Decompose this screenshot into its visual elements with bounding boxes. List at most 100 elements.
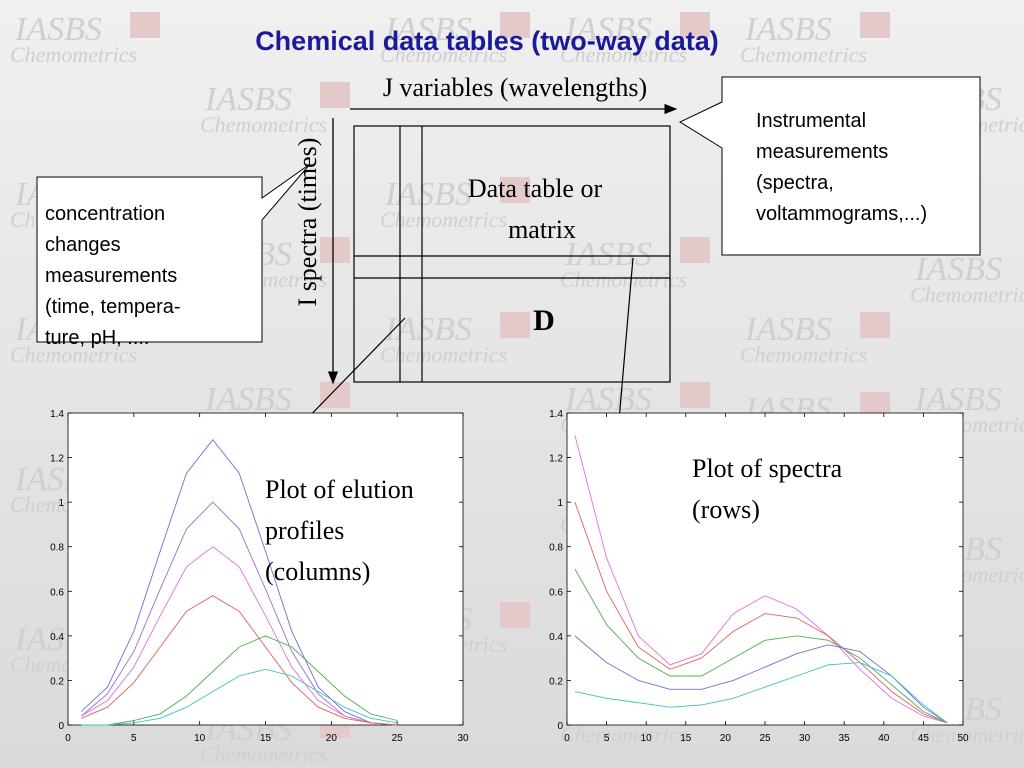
x-tick-label: 35 [839,733,851,744]
curve [81,668,398,726]
right-callout-text: measurements [756,141,888,163]
watermark-square [500,312,530,338]
x-tick-label: 15 [680,733,692,744]
watermark-sub: Chemometrics [200,112,327,137]
watermark-logo: IASBS [204,381,292,418]
right-callout-text: voltammograms,...) [756,203,927,225]
watermark-sub: Chemometrics [740,42,867,67]
watermark-logo: IASBS [384,311,472,348]
y-tick-label: 0.8 [50,543,64,554]
matrix-text: Data table or [468,174,603,203]
watermark-logo: IASBS [204,81,292,118]
watermark-logo: IASBS [564,236,652,273]
spectra-label: (rows) [692,495,760,524]
watermark-square [500,602,530,628]
left-callout-text: measurements [45,265,177,287]
x-tick-label: 0 [65,733,71,744]
watermark-sub: Chemometrics [560,267,687,292]
watermark-square [680,382,710,408]
left-callout-text: concentration [45,203,165,225]
watermark-square [860,312,890,338]
curve [80,438,398,726]
left-callout-text: (time, tempera- [45,296,181,318]
watermark-logo: IASBS [744,311,832,348]
watermark-sub: Chemometrics [740,342,867,367]
watermark-square [500,177,530,203]
plot-area [67,412,464,726]
watermark-square [130,12,160,38]
watermark-sub: Chemometrics [380,42,507,67]
watermark-sub: Chemometrics [560,722,687,747]
plot-area [566,412,964,726]
matrix [353,125,671,383]
plot: 0 5 10 15 20 25 30 0 0.2 0.4 0.6 0.8 1 1.2 1.4 [50,409,469,744]
i-label: I spectra (times) [293,138,322,307]
x-tick-label: 5 [131,733,137,744]
curve [81,595,398,726]
watermark-square [680,237,710,263]
curve [81,635,398,726]
watermark-square [500,12,530,38]
watermark-sub: Chemometrics [560,42,687,67]
curve [574,662,948,724]
y-tick-label: 0.8 [549,543,563,554]
y-tick-label: 1.2 [50,454,64,465]
watermark-square [860,12,890,38]
watermark-sub: Chemometrics [10,342,137,367]
watermark-square [320,382,350,408]
y-tick-label: 0.6 [549,587,563,598]
watermark-logo: IASBS [384,176,472,213]
y-tick-label: 0.4 [50,632,64,643]
curve [80,546,398,726]
y-tick-label: 1.4 [50,409,64,420]
slide-title: Chemical data tables (two-way data) [255,26,719,56]
x-tick-label: 10 [641,733,653,744]
watermark-logo: IASBS [914,381,1002,418]
watermark-sub: Chemometrics [10,42,137,67]
plot: 0 5 10 15 20 25 30 35 40 45 50 0 0.2 0.4 0.6 0.8 1 1.2 1.4 [549,409,969,744]
matrix-text: matrix [508,215,576,244]
right-callout-text: (spectra, [756,172,834,194]
left-callout-box [36,163,311,343]
x-tick-label: 20 [720,733,732,744]
elution-label: profiles [265,516,344,545]
watermark-square [680,12,710,38]
right-callout-text: Instrumental [756,110,866,132]
watermark-logo: IASBS [564,11,652,48]
watermark-square [320,82,350,108]
matrix-box [353,125,671,383]
watermark-logo: IASBS [564,381,652,418]
watermark-logo: IASBS [914,251,1002,288]
y-tick-label: 0.6 [50,587,64,598]
x-tick-label: 50 [957,733,969,744]
curve [574,501,948,724]
y-tick-label: 1.4 [549,409,563,420]
watermark-sub: Chemometrics [380,207,507,232]
x-tick-label: 10 [194,733,206,744]
y-tick-label: 0.4 [549,632,563,643]
x-tick-label: 30 [457,733,469,744]
x-tick-label: 15 [260,733,272,744]
y-tick-label: 0 [58,721,64,732]
watermark-sub: Chemometrics [910,282,1024,307]
watermark-square [320,237,350,263]
y-tick-label: 1 [557,498,563,509]
x-tick-label: 5 [604,733,610,744]
y-tick-label: 0 [557,721,563,732]
watermark-sub: Chemometrics [380,342,507,367]
j-label: J variables (wavelengths) [383,73,647,102]
left-callout-text: changes [45,234,121,256]
y-tick-label: 0.2 [549,676,563,687]
x-tick-label: 45 [918,733,930,744]
y-tick-label: 0.2 [50,676,64,687]
watermark-logo: IASBS [384,11,472,48]
x-tick-label: 30 [799,733,811,744]
matrix-symbol: D [533,304,555,337]
curve [574,435,948,724]
elution-label: Plot of elution [265,475,414,504]
curve [574,568,948,724]
x-tick-label: 40 [878,733,890,744]
right-callout-box [678,76,981,256]
